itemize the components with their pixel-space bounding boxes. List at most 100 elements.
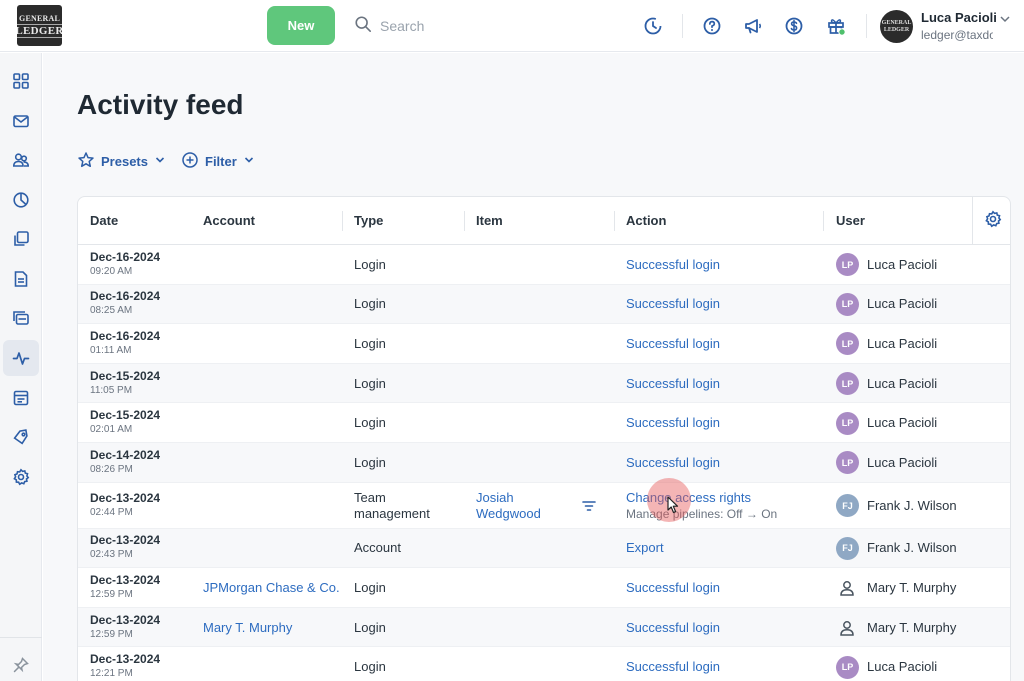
pipelines-icon[interactable] [3, 300, 39, 336]
table-row[interactable]: Dec-13-2024 12:59 PM JPMorgan Chase & Co. L… [78, 568, 1010, 608]
user-avatar[interactable]: GENERAL LEDGER [880, 10, 913, 43]
row-type: Login [354, 375, 386, 391]
action-link[interactable]: Successful login [626, 296, 720, 312]
row-date: Dec-13-2024 [90, 612, 161, 627]
table-settings-button[interactable] [972, 197, 1010, 245]
column-divider[interactable] [464, 211, 465, 231]
add-filter-icon [181, 151, 199, 172]
table-row[interactable]: Dec-13-2024 12:21 PM Login Successful login… [78, 647, 1010, 681]
row-time: 02:44 PM [90, 506, 133, 518]
action-link[interactable]: Successful login [626, 619, 720, 635]
column-header-date[interactable]: Date [90, 213, 119, 228]
action-detail: Manage pipelines: Off → On [626, 506, 778, 521]
presets-label: Presets [101, 153, 148, 169]
row-type: Login [354, 454, 386, 470]
table-row[interactable]: Dec-15-2024 02:01 AM Login Successful login… [78, 403, 1010, 443]
marketplace-icon[interactable] [3, 419, 39, 455]
row-time: 12:59 PM [90, 628, 133, 640]
action-link[interactable]: Successful login [626, 579, 720, 595]
table-row[interactable]: Dec-16-2024 08:25 AM Login Successful login… [78, 284, 1010, 325]
row-time: 12:59 PM [90, 588, 133, 600]
filter-button[interactable]: Filter [181, 151, 255, 171]
column-header-item[interactable]: Item [476, 213, 503, 228]
user-name-cell: Luca Pacioli [867, 375, 938, 391]
action-link[interactable]: Successful login [626, 454, 720, 470]
table-row[interactable]: Dec-13-2024 12:59 PM Mary T. Murphy Login Su… [78, 607, 1010, 648]
gift-icon[interactable] [825, 15, 847, 37]
documents-icon[interactable] [3, 221, 39, 257]
logo-line1: GENERAL [19, 13, 60, 23]
inbox-icon[interactable] [3, 103, 39, 139]
row-type: Login [354, 256, 386, 272]
presets-button[interactable]: Presets [77, 151, 166, 171]
column-divider[interactable] [342, 211, 343, 231]
column-divider[interactable] [614, 211, 615, 231]
sidebar [0, 53, 42, 681]
divider [866, 14, 867, 38]
pin-icon[interactable] [3, 647, 39, 681]
star-icon [77, 151, 95, 172]
column-header-action[interactable]: Action [626, 213, 667, 228]
user-name-cell: Frank J. Wilson [867, 497, 957, 513]
column-header-user[interactable]: User [836, 213, 865, 228]
row-type: Login [354, 659, 386, 675]
user-name[interactable]: Luca Pacioli [921, 10, 997, 25]
person-icon [838, 619, 856, 637]
chevron-down-icon [154, 154, 166, 169]
megaphone-icon[interactable] [742, 15, 764, 37]
column-divider[interactable] [823, 211, 824, 231]
action-link[interactable]: Change access rights [626, 489, 752, 505]
help-icon[interactable] [701, 15, 723, 37]
row-time: 08:26 PM [90, 463, 133, 475]
row-type: Team [354, 489, 386, 505]
table-row[interactable]: Dec-13-2024 02:44 PM Team management Josiah W… [78, 483, 1010, 529]
table-row[interactable]: Dec-14-2024 08:26 PM Login Successful login… [78, 443, 1010, 483]
table-row[interactable]: Dec-16-2024 01:11 AM Login Successful login… [78, 324, 1010, 364]
table-row[interactable]: Dec-13-2024 02:43 PM Account Export FJ Frank … [78, 528, 1010, 569]
user-name-cell: Mary T. Murphy [867, 619, 957, 635]
user-name-cell: Mary T. Murphy [867, 579, 957, 595]
chevron-down-icon[interactable] [998, 12, 1012, 26]
item-link[interactable]: Josiah [476, 489, 514, 505]
search-input[interactable] [380, 18, 580, 34]
action-link[interactable]: Successful login [626, 335, 720, 351]
dollar-icon[interactable] [783, 15, 805, 37]
action-link[interactable]: Successful login [626, 415, 720, 431]
row-type: Login [354, 335, 386, 351]
user-name-cell: Luca Pacioli [867, 454, 938, 470]
row-type: Login [354, 296, 386, 312]
action-link[interactable]: Successful login [626, 659, 720, 675]
table-row[interactable]: Dec-15-2024 11:05 PM Login Successful login… [78, 363, 1010, 404]
new-button[interactable]: New [267, 6, 335, 45]
insights-icon[interactable] [3, 182, 39, 218]
settings-icon[interactable] [3, 459, 39, 495]
action-link[interactable]: Export [626, 540, 664, 556]
billing-icon[interactable] [3, 261, 39, 297]
clients-icon[interactable] [3, 142, 39, 178]
row-time: 08:25 AM [90, 305, 133, 317]
filter-lines-icon[interactable] [581, 498, 597, 514]
history-icon[interactable] [642, 15, 664, 37]
row-date: Dec-16-2024 [90, 328, 161, 343]
row-date: Dec-13-2024 [90, 572, 161, 587]
brand-logo[interactable]: GENERAL LEDGER [17, 5, 62, 46]
action-link[interactable]: Successful login [626, 375, 720, 391]
row-date: Dec-15-2024 [90, 368, 161, 383]
row-date: Dec-16-2024 [90, 289, 161, 304]
dashboard-icon[interactable] [3, 63, 39, 99]
item-link-line2[interactable]: Wedgwood [476, 505, 541, 521]
row-time: 09:20 AM [90, 265, 133, 277]
action-link[interactable]: Successful login [626, 256, 720, 272]
row-time: 12:21 PM [90, 668, 133, 680]
account-link[interactable]: Mary T. Murphy [203, 619, 293, 635]
activity-icon[interactable] [3, 340, 39, 376]
table-row[interactable]: Dec-16-2024 09:20 AM Login Successful login… [78, 245, 1010, 285]
page-title: Activity feed [77, 89, 244, 120]
column-header-type[interactable]: Type [354, 213, 384, 228]
user-avatar: FJ [836, 536, 859, 560]
column-header-account[interactable]: Account [203, 213, 255, 228]
search-bar[interactable] [354, 14, 594, 38]
user-name-cell: Luca Pacioli [867, 256, 938, 272]
services-icon[interactable] [3, 380, 39, 416]
account-link[interactable]: JPMorgan Chase & Co. [203, 579, 340, 595]
